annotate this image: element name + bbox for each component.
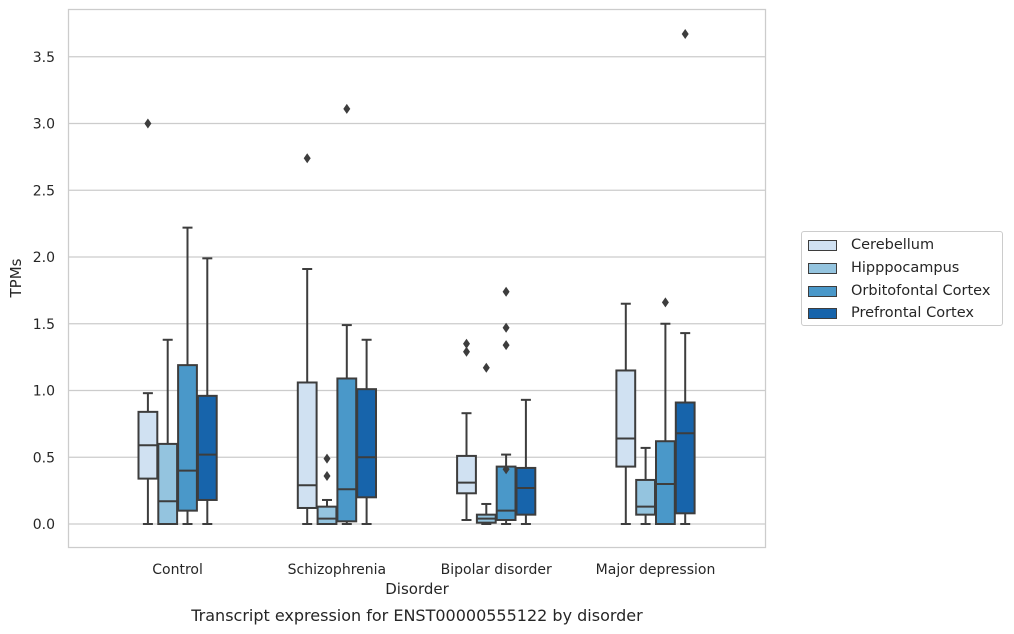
legend-swatch-hippocampus — [808, 262, 837, 274]
box-iqr — [157, 442, 179, 525]
outlier-point — [323, 453, 331, 464]
outlier-point — [463, 338, 470, 349]
box-0-1 — [157, 338, 179, 525]
box-3-1 — [635, 446, 657, 525]
legend-label: Orbitofontal Cortex — [851, 283, 991, 299]
outlier-point — [681, 29, 689, 40]
y-tick-label: 2.0 — [33, 250, 55, 266]
x-tick-labels: Control Schizophrenia Bipolar disorder Majo… — [152, 562, 715, 578]
box-2-0 — [456, 338, 477, 521]
y-tick-label: 2.5 — [33, 183, 55, 199]
y-tick-label: 1.0 — [33, 384, 55, 400]
x-axis-label: Disorder — [385, 580, 449, 598]
box-3-3 — [674, 29, 696, 525]
outlier-point — [463, 346, 470, 357]
legend-item-orbitofrontal: Orbitofontal Cortex — [808, 282, 990, 300]
legend-swatch-prefrontal — [808, 307, 837, 319]
box-1-1 — [316, 453, 338, 525]
box-2-3 — [515, 398, 537, 525]
box-iqr — [495, 465, 517, 521]
box-iqr — [296, 381, 318, 509]
x-tick-label: Schizophrenia — [288, 562, 386, 578]
box-1-3 — [356, 338, 378, 525]
outlier-point — [144, 118, 152, 129]
box-iqr — [674, 401, 696, 515]
legend: Cerebellum Hipppocampus Orbitofontal Cor… — [801, 231, 1003, 326]
x-tick-label: Bipolar disorder — [441, 562, 552, 578]
plot-frame — [67, 8, 767, 549]
legend-label: Prefrontal Cortex — [851, 305, 974, 321]
legend-item-prefrontal: Prefrontal Cortex — [808, 304, 974, 322]
box-2-2 — [495, 286, 517, 525]
y-tick-label: 1.5 — [33, 317, 55, 333]
box-iqr — [316, 505, 338, 525]
box-iqr — [336, 377, 358, 523]
legend-item-cerebellum: Cerebellum — [808, 236, 934, 254]
box-iqr — [655, 440, 676, 526]
x-tick-label: Major depression — [596, 562, 716, 578]
outlier-point — [502, 340, 510, 351]
figure-caption: Transcript expression for ENST0000055512… — [191, 606, 643, 625]
y-axis-label: TPMs — [7, 258, 25, 298]
outlier-point — [502, 286, 510, 297]
box-2-1 — [475, 362, 497, 525]
outlier-point — [502, 322, 510, 333]
outlier-point — [303, 153, 311, 164]
box-iqr — [356, 388, 378, 499]
outlier-point — [502, 464, 510, 475]
legend-label: Hipppocampus — [851, 260, 960, 276]
legend-label: Cerebellum — [851, 237, 935, 253]
y-tick-label: 0.0 — [33, 517, 55, 533]
box-0-0 — [137, 118, 159, 525]
box-iqr — [196, 394, 218, 501]
box-1-0 — [296, 153, 318, 525]
box-iqr — [615, 369, 637, 468]
y-tick-label: 3.5 — [33, 50, 55, 66]
box-1-2 — [336, 103, 358, 525]
box-3-0 — [615, 302, 637, 525]
box-series — [137, 29, 696, 526]
y-tick-label: 3.0 — [33, 117, 55, 133]
outlier-point — [482, 362, 490, 373]
box-3-2 — [655, 297, 676, 526]
x-tick-label: Control — [152, 562, 203, 578]
box-iqr — [456, 454, 477, 495]
legend-swatch-orbitofrontal — [808, 285, 837, 297]
outlier-point — [343, 103, 351, 114]
y-tick-labels: 0.0 0.5 1.0 1.5 2.0 2.5 3.0 3.5 — [33, 50, 55, 533]
box-iqr — [635, 478, 657, 516]
box-0-3 — [196, 257, 218, 525]
y-tick-label: 0.5 — [33, 450, 55, 466]
outlier-point — [323, 470, 331, 481]
box-iqr — [515, 466, 537, 516]
legend-swatch-cerebellum — [808, 239, 837, 251]
legend-item-hippocampus: Hipppocampus — [808, 259, 959, 277]
outlier-point — [661, 297, 669, 308]
box-0-2 — [177, 226, 198, 525]
box-iqr — [177, 364, 198, 512]
